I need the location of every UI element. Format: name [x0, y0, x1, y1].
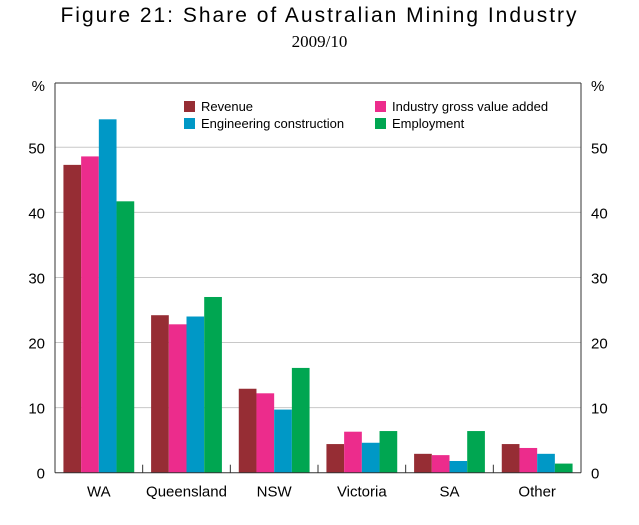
bar-revenue — [326, 444, 345, 473]
legend-swatch — [184, 101, 195, 112]
bar-engineering-construction — [98, 119, 117, 473]
y-axis-label-right: % — [591, 78, 604, 95]
bar-engineering-construction — [361, 442, 380, 473]
bar-employment — [291, 367, 310, 473]
y-tick-label-left: 50 — [28, 140, 45, 157]
bar-industry-gross-value-added — [344, 431, 362, 473]
x-tick-label: Other — [518, 484, 556, 501]
bar-revenue — [63, 164, 82, 473]
y-tick-label-right: 0 — [591, 466, 599, 483]
bar-employment — [554, 463, 573, 473]
y-tick-label-left: 10 — [28, 401, 45, 418]
bar-revenue — [238, 388, 257, 473]
bar-industry-gross-value-added — [519, 447, 538, 473]
bar-engineering-construction — [537, 453, 555, 473]
y-tick-label-right: 30 — [591, 270, 608, 287]
y-tick-label-left: 30 — [28, 270, 45, 287]
bar-engineering-construction — [449, 460, 468, 473]
y-axis-label-left: % — [32, 78, 45, 95]
legend-label: Revenue — [201, 99, 253, 114]
legend-swatch — [375, 118, 386, 129]
bar-revenue — [501, 444, 520, 473]
y-tick-label-left: 40 — [28, 205, 45, 222]
y-tick-label-left: 0 — [37, 466, 45, 483]
y-tick-label-right: 40 — [591, 205, 608, 222]
legend-label: Industry gross value added — [392, 99, 548, 114]
legend-label: Employment — [392, 116, 465, 131]
x-tick-label: Victoria — [337, 484, 387, 501]
legend-swatch — [184, 118, 195, 129]
bar-engineering-construction — [274, 409, 292, 473]
bar-revenue — [151, 315, 169, 473]
legend-swatch — [375, 101, 386, 112]
x-tick-label: SA — [439, 484, 459, 501]
bar-employment — [467, 431, 485, 473]
y-tick-label-right: 20 — [591, 336, 608, 353]
chart-subtitle: 2009/10 — [291, 32, 348, 51]
bar-employment — [116, 201, 135, 473]
y-tick-label-right: 10 — [591, 401, 608, 418]
bar-employment — [379, 431, 398, 473]
bar-engineering-construction — [186, 316, 205, 473]
chart-title: Figure 21: Share of Australian Mining In… — [60, 4, 579, 27]
bar-industry-gross-value-added — [81, 156, 99, 473]
y-tick-label-left: 20 — [28, 336, 45, 353]
legend-label: Engineering construction — [201, 116, 344, 131]
x-tick-label: Queensland — [146, 484, 227, 501]
y-tick-label-right: 50 — [591, 140, 608, 157]
bar-industry-gross-value-added — [431, 455, 450, 473]
x-tick-label: NSW — [257, 484, 293, 501]
bar-industry-gross-value-added — [256, 393, 275, 473]
bar-employment — [204, 296, 222, 473]
x-tick-label: WA — [87, 484, 111, 501]
bar-industry-gross-value-added — [168, 324, 187, 473]
bar-revenue — [414, 453, 432, 473]
